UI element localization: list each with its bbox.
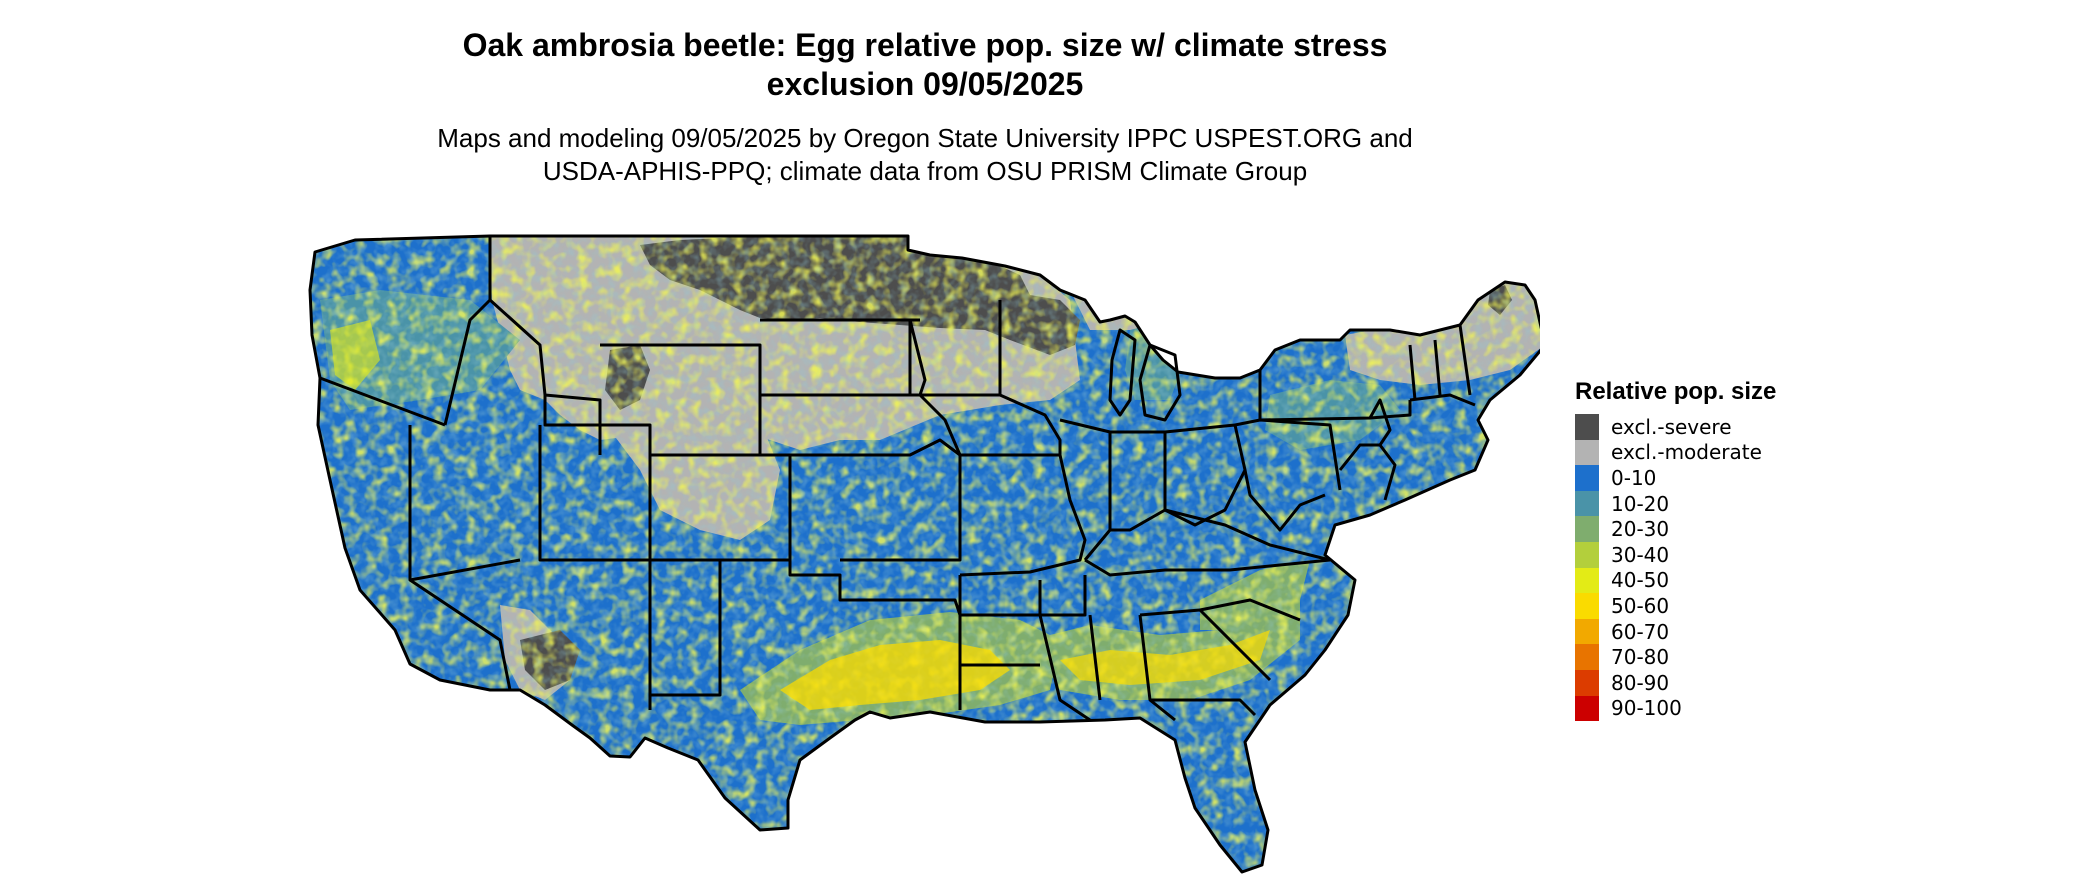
legend-item: 10-20 xyxy=(1575,490,1776,517)
high-population-southeast-core xyxy=(1060,630,1270,685)
map-legend: Relative pop. size excl.-severe excl.-mod… xyxy=(1575,378,1777,722)
us-map xyxy=(308,234,1547,874)
legend-swatch xyxy=(1575,465,1599,491)
legend-swatch xyxy=(1575,567,1599,594)
legend-label: 0-10 xyxy=(1611,465,1657,490)
legend-swatch xyxy=(1575,644,1599,670)
legend-swatch xyxy=(1575,490,1599,517)
legend-item: 20-30 xyxy=(1575,516,1776,542)
legend-label: 70-80 xyxy=(1611,645,1670,670)
legend-swatch xyxy=(1575,439,1599,466)
legend-swatch xyxy=(1575,618,1599,645)
legend-swatch xyxy=(1575,414,1599,440)
legend-label: excl.-severe xyxy=(1611,414,1732,439)
high-population-oregon-core xyxy=(330,320,380,390)
legend-item: 30-40 xyxy=(1575,541,1776,568)
legend-swatch xyxy=(1575,593,1599,619)
legend-item: 90-100 xyxy=(1575,695,1776,722)
legend-swatch xyxy=(1575,695,1599,722)
legend-label: 60-70 xyxy=(1611,619,1670,644)
legend-label: 20-30 xyxy=(1611,517,1670,542)
legend-label: excl.-moderate xyxy=(1611,440,1762,465)
map-subtitle: Maps and modeling 09/05/2025 by Oregon S… xyxy=(437,123,1413,186)
high-population-texas-core xyxy=(780,640,1010,710)
legend-swatch xyxy=(1575,516,1599,542)
legend-item: 50-60 xyxy=(1575,593,1776,619)
legend-item: 40-50 xyxy=(1575,567,1776,594)
legend-items: excl.-severe excl.-moderate 0-10 10-20 20-30… xyxy=(1575,414,1776,722)
legend-label: 30-40 xyxy=(1611,542,1670,567)
legend-swatch xyxy=(1575,669,1599,696)
us-map-panel xyxy=(300,225,1547,890)
legend-item: 60-70 xyxy=(1575,618,1776,645)
legend-swatch xyxy=(1575,541,1599,568)
legend-title: Relative pop. size xyxy=(1575,378,1777,405)
legend-item: 0-10 xyxy=(1575,465,1776,491)
map-title: Oak ambrosia beetle: Egg relative pop. s… xyxy=(462,27,1388,102)
legend-item: excl.-severe xyxy=(1575,414,1776,440)
legend-label: 40-50 xyxy=(1611,568,1670,593)
legend-label: 10-20 xyxy=(1611,491,1670,516)
legend-label: 80-90 xyxy=(1611,670,1670,695)
legend-item: excl.-moderate xyxy=(1575,439,1776,466)
legend-item: 80-90 xyxy=(1575,669,1776,696)
legend-label: 50-60 xyxy=(1611,593,1670,618)
speckle-texture-teal xyxy=(310,236,1540,872)
state-borders xyxy=(308,234,1547,874)
legend-label: 90-100 xyxy=(1611,696,1682,721)
legend-item: 70-80 xyxy=(1575,644,1776,670)
